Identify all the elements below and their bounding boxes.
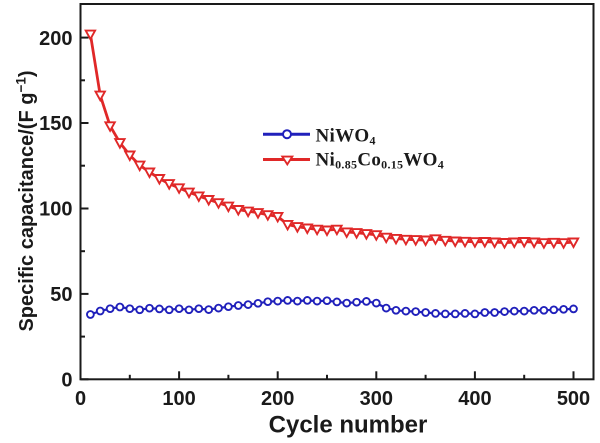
svg-text:500: 500 [557,388,590,410]
svg-text:50: 50 [50,284,72,306]
svg-text:100: 100 [39,199,72,221]
svg-text:Cycle number: Cycle number [269,412,428,439]
svg-text:300: 300 [360,388,393,410]
svg-text:0: 0 [75,388,86,410]
svg-text:150: 150 [39,113,72,135]
svg-text:200: 200 [39,28,72,50]
svg-text:200: 200 [261,388,294,410]
svg-text:0: 0 [61,370,72,392]
svg-text:NiWO4: NiWO4 [316,126,376,148]
svg-text:100: 100 [162,388,195,410]
svg-text:Ni0.85Co0.15WO4: Ni0.85Co0.15WO4 [316,150,445,172]
svg-text:Specific capacitance/(F g−1): Specific capacitance/(F g−1) [14,70,39,331]
svg-text:400: 400 [458,388,491,410]
